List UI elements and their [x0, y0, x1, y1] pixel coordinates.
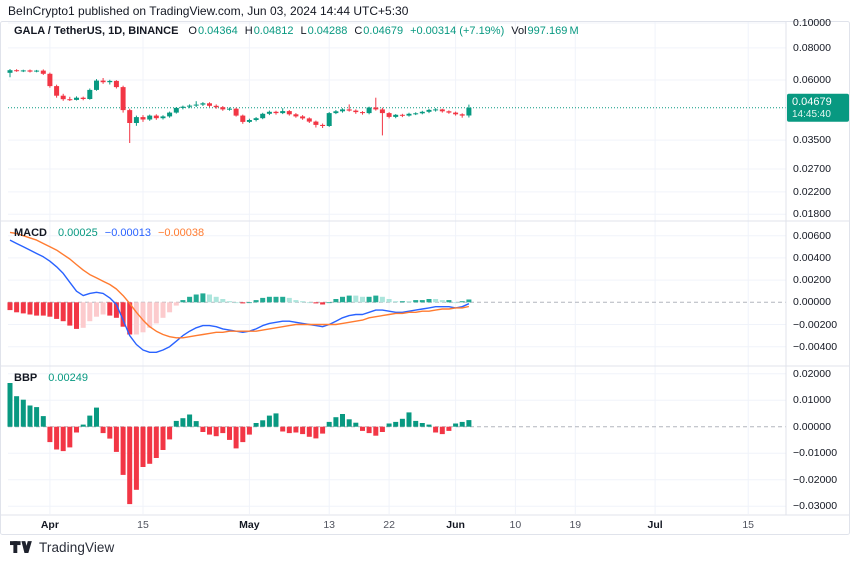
attribution: BeInCrypto1 published on TradingView.com… — [8, 4, 408, 18]
time-axis-label: 15 — [742, 519, 755, 531]
open-value: 0.04364 — [197, 25, 238, 37]
high-label: H — [244, 25, 253, 37]
change-value: +0.00314 (+7.19%) — [410, 25, 505, 37]
time-axis-label: 15 — [137, 519, 149, 531]
time-axis-label: 22 — [383, 519, 395, 531]
tradingview-logo-icon — [10, 541, 32, 553]
time-axis-label: May — [239, 519, 260, 531]
macd-signal-value: −0.00038 — [157, 227, 205, 239]
attribution-text: BeInCrypto1 published on TradingView.com… — [8, 4, 409, 18]
bbp-legend: BBP 0.00249 — [14, 372, 88, 384]
main-chart-legend: GALA / TetherUS, 1D, BINANCE O0.04364 H0.0… — [14, 25, 579, 37]
volume-label: Vol — [511, 25, 527, 37]
time-axis-label: 13 — [323, 519, 336, 531]
symbol-title[interactable]: GALA / TetherUS, 1D, BINANCE — [14, 25, 179, 37]
tradingview-brand[interactable]: TradingView — [39, 540, 115, 555]
time-axis-label: 19 — [569, 519, 582, 531]
low-label: L — [300, 25, 307, 37]
time-axis-label: 10 — [509, 519, 522, 531]
bbp-histogram — [7, 383, 472, 505]
macd-line — [9, 239, 470, 353]
low-value: 0.04288 — [307, 25, 348, 37]
time-axis-label: Jun — [446, 519, 465, 531]
macd-histogram — [7, 293, 472, 335]
price-gridlines — [8, 22, 786, 215]
macd-gridlines — [8, 235, 786, 348]
close-value: 0.04679 — [363, 25, 404, 37]
high-value: 0.04812 — [253, 25, 294, 37]
svg-text:14:45:40: 14:45:40 — [792, 109, 831, 120]
macd-line-value: −0.00013 — [104, 227, 151, 239]
tradingview-footer[interactable]: TradingView — [10, 540, 114, 555]
time-axis-label: Apr — [40, 519, 59, 531]
close-label: C — [354, 25, 363, 37]
macd-legend: MACD 0.00025 −0.00013 −0.00038 — [14, 227, 204, 239]
vertical-gridlines — [49, 22, 749, 514]
svg-text:0.04679: 0.04679 — [792, 96, 832, 108]
candlestick-series[interactable] — [7, 69, 472, 143]
open-label: O — [188, 25, 197, 37]
price-badge: 0.04679 14:45:40 — [787, 93, 849, 122]
macd-hist-value: 0.00025 — [58, 227, 98, 239]
bbp-label[interactable]: BBP — [14, 372, 38, 384]
volume-value: 997.169 M — [527, 25, 579, 37]
bbp-value: 0.00249 — [48, 372, 88, 384]
time-axis-label: Jul — [647, 519, 663, 531]
macd-signal-line — [9, 231, 470, 339]
time-scale[interactable]: Apr 15 May 13 22 Jun 10 19 Jul 15 — [0, 519, 850, 535]
macd-label[interactable]: MACD — [14, 227, 47, 239]
